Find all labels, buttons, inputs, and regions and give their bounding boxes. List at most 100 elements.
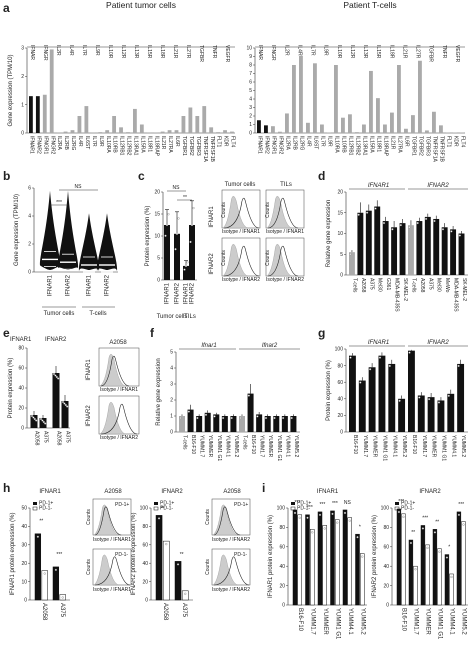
c-point (189, 240, 192, 244)
a1-ytick-label: 1 (21, 102, 24, 108)
g-point (378, 356, 382, 359)
i2-sig-label: ** (411, 530, 415, 536)
i1-point (311, 531, 314, 534)
a2-group-label: IL4R (296, 45, 302, 56)
i1-xtick-label: YUMM4.1 (347, 608, 353, 635)
h2-hist-stain-curve (213, 556, 249, 586)
h2-ytick-label: 60 (142, 543, 148, 549)
i1-bar (317, 511, 323, 606)
e-point (39, 417, 43, 421)
g-point (437, 401, 441, 404)
i1-legend-swatch (290, 506, 296, 511)
d-ylabel: Relative gene expression (326, 200, 332, 267)
a1-bar (56, 132, 61, 133)
f-xtick-label: YUMM1 G1 (216, 435, 222, 461)
c-hist-ylabel: Counts (221, 250, 227, 266)
g-bar (388, 363, 396, 432)
a2-bar (271, 126, 275, 133)
i2-ytick-label: 100 (381, 506, 390, 512)
a2-group-label: IFNAR (257, 45, 263, 60)
h1-ytick-label: 20 (21, 561, 27, 567)
b-violin (57, 190, 79, 270)
a1-ytick-label: 2 (21, 74, 24, 80)
a2-bar (334, 65, 338, 133)
h1-hist-stain-curve (94, 506, 122, 536)
d-subtitle: IFNAR1 (368, 183, 389, 189)
i1-xtick-label: YUMM5.2 (359, 608, 365, 635)
d-bar (391, 227, 398, 275)
a2-group-label: IFNGR (270, 45, 276, 61)
c-point (175, 232, 179, 235)
i2-point (445, 556, 449, 559)
i2-legend-label: PD-1- (401, 506, 414, 512)
h2-hist-ylabel: Counts (205, 509, 211, 525)
i1-ylabel: IFNAR1 protein expression (%) (268, 515, 274, 598)
a1-bar (133, 108, 137, 133)
h1-ytick-label: 40 (21, 524, 27, 530)
d-point (416, 221, 419, 225)
a1-group-label: IL4R (68, 45, 74, 56)
a1-xtick-label: IL7R (91, 136, 97, 147)
c-flow-histograms: Tumor cells TILs IFNAR1 IFNAR2 Counts Counts C… (209, 182, 305, 283)
i2-ytick-label: 60 (383, 545, 389, 551)
c-point (167, 213, 170, 216)
a1-group-label: IFNAR (29, 45, 35, 60)
a2-bar (411, 115, 415, 133)
h2-point (176, 563, 180, 566)
i1-bar (322, 525, 327, 606)
e-hist-xlabel: Isotype / IFNAR2 (100, 435, 138, 441)
a1-bar (153, 132, 158, 133)
a1-bar (188, 107, 193, 133)
f-ytick-label: 3 (170, 382, 173, 388)
i1-xtick-label: YUMM1.7 (309, 608, 315, 635)
g-ylabel: Protein expression (%) (326, 360, 332, 421)
d-subtitle: IFNAR2 (427, 183, 449, 189)
a2-xtick-label: IL21R (390, 136, 396, 150)
d-bar (416, 221, 423, 275)
i1-point (361, 555, 364, 558)
i2-point (462, 523, 465, 526)
g-point (398, 399, 401, 402)
a2-bar (383, 124, 387, 133)
g-point (428, 398, 431, 401)
f-point (290, 416, 293, 420)
a2-xtick-label: IFNGR2 (278, 136, 284, 155)
e-bar (30, 415, 38, 428)
a1-bar (70, 130, 75, 133)
a2-bar (306, 122, 310, 133)
d-point (382, 221, 386, 225)
a1-group-label: TNFR (211, 45, 217, 59)
h1-xtick-label: A2058 (41, 603, 47, 621)
f-ytick-label: 1 (170, 414, 173, 420)
a1-group-label: IL13R (133, 45, 139, 59)
d-bar (365, 210, 372, 275)
g-xtick-label: YUMM4.1 (391, 435, 397, 457)
d-xtick-label: Mel30 (377, 278, 383, 292)
c-hist-ylabel: Counts (265, 202, 271, 218)
i1-point (336, 521, 339, 524)
g-point (447, 394, 450, 397)
a2-group-label: IL2R (283, 45, 289, 56)
h1-sig-label: ** (39, 519, 43, 525)
a2-xtick-label: IFNAR1 (257, 136, 263, 154)
i2-point (433, 531, 437, 534)
i1-legend-swatch (291, 502, 295, 505)
i2-bar (461, 521, 466, 606)
f-xtick-label: YUMM5.2 (233, 435, 239, 457)
a2-title: Patient T-cells (343, 0, 396, 10)
h2-flow-title: A2058 (223, 489, 241, 495)
i1-legend-label: PD-1+ (297, 501, 311, 507)
g-xtick-label: YUMM5.2 (401, 435, 407, 457)
a1-bar (181, 116, 186, 133)
h1-hist-tag: PD-1+ (115, 502, 129, 508)
e-hist-stain-curve (100, 403, 138, 435)
h2-hist-xlabel: Isotype / IFNAR2 (212, 537, 250, 543)
d-point (408, 226, 411, 229)
panel-label-h: h (3, 481, 10, 495)
panel-label-e: e (3, 326, 10, 340)
g-xtick-label: YUMM1 G1 (440, 435, 446, 461)
a2-group-label: IL27R (415, 45, 421, 59)
h2-bar (162, 540, 170, 601)
